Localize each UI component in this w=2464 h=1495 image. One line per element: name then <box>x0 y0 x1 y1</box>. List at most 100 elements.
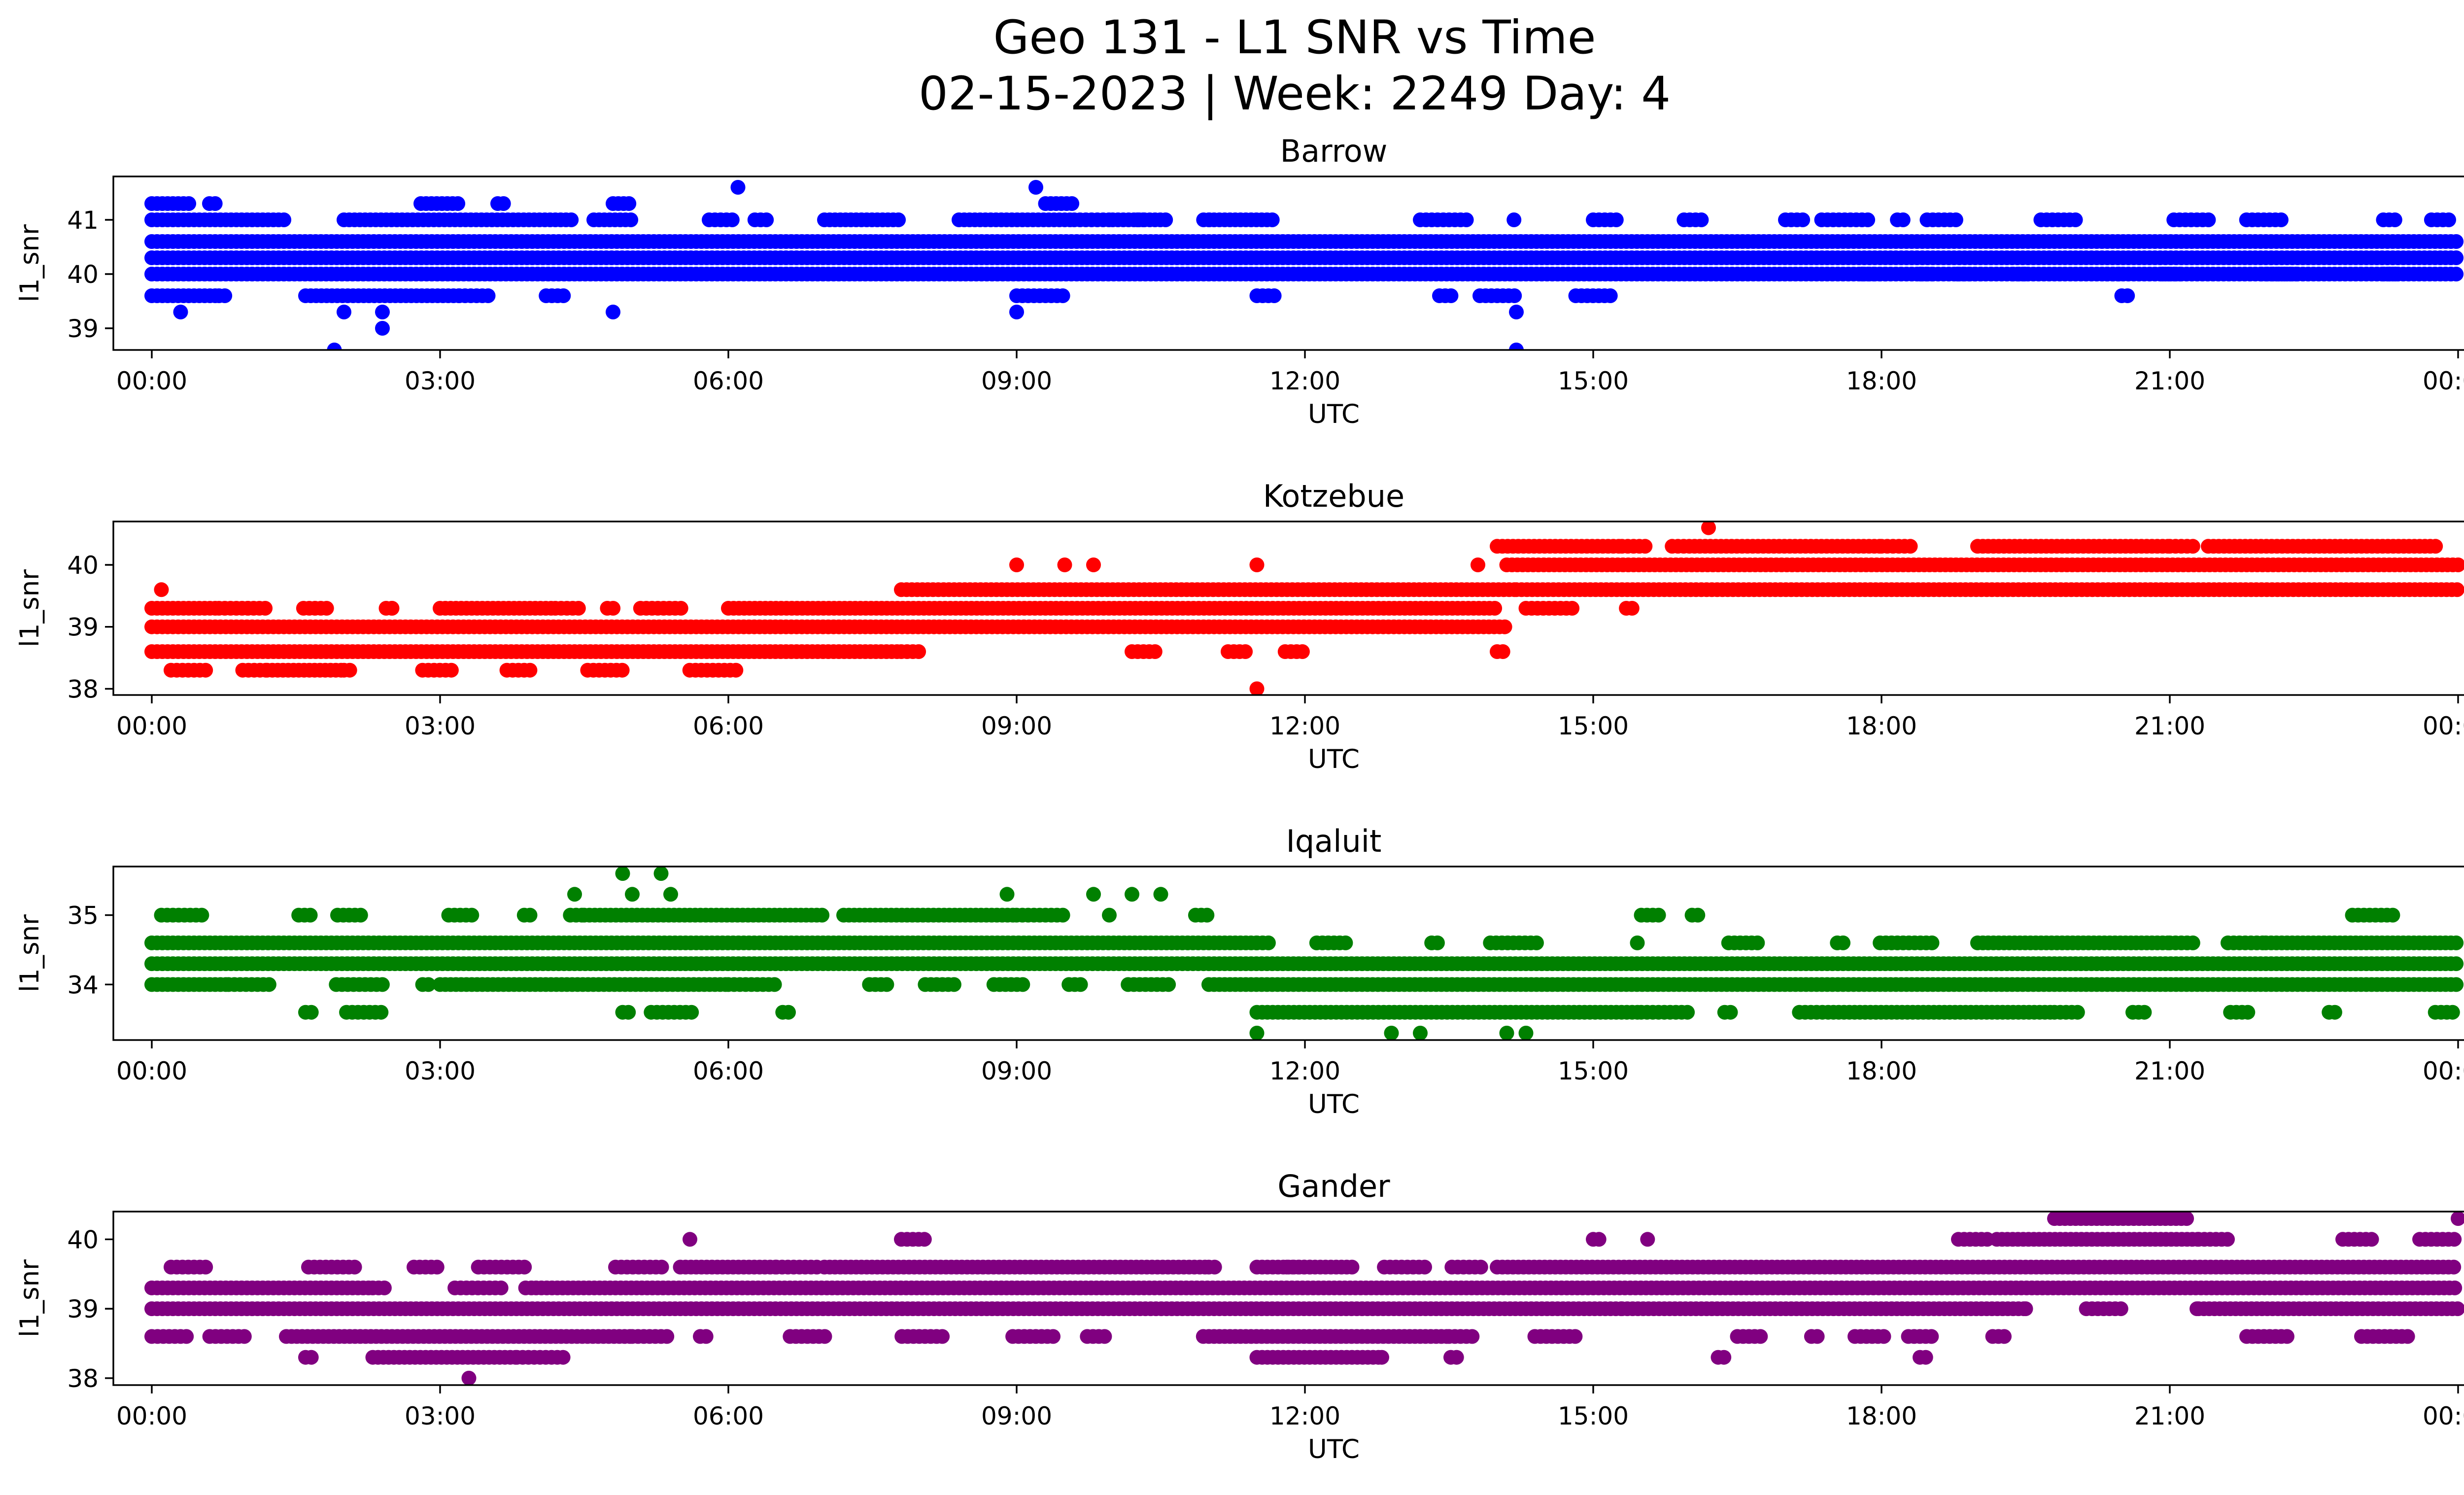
scatter-point <box>606 601 621 616</box>
scatter-point <box>1630 935 1645 950</box>
scatter-point <box>2327 1005 2342 1020</box>
scatter-point <box>1430 935 1445 950</box>
scatter-point <box>1690 907 1706 923</box>
scatter-point <box>571 601 586 616</box>
scatter-point <box>1238 644 1253 659</box>
scatter-point <box>375 977 390 992</box>
scatter-point <box>2172 267 2188 281</box>
scatter-point <box>1249 557 1265 572</box>
scatter-point <box>1028 180 1043 195</box>
scatter-point <box>911 644 926 659</box>
scatter-point <box>1860 212 1876 227</box>
x-tick-label: 21:00 <box>2134 367 2205 395</box>
scatter-point <box>1507 288 1522 303</box>
x-tick-label: 06:00 <box>693 367 764 395</box>
scatter-point <box>2449 935 2464 950</box>
scatter-point <box>1459 212 1474 227</box>
scatter-point <box>2068 212 2083 227</box>
scatter-point <box>2451 557 2464 572</box>
scatter-point <box>1295 644 1310 659</box>
scatter-point <box>1147 644 1163 659</box>
scatter-point <box>1903 539 1918 554</box>
subplot-title-kotzebue: Kotzebue <box>1263 478 1404 514</box>
figure-title-line-1: Geo 131 - L1 SNR vs Time <box>993 11 1596 65</box>
scatter-point <box>1101 212 1117 227</box>
scatter-point <box>2428 539 2443 554</box>
scatter-point <box>1487 601 1503 616</box>
scatter-point <box>1694 212 1709 227</box>
scatter-point <box>2070 1005 2085 1020</box>
scatter-point <box>574 907 589 923</box>
scatter-point <box>1073 977 1088 992</box>
scatter-point <box>1261 935 1276 950</box>
scatter-point <box>946 977 961 992</box>
x-tick-label: 03:00 <box>405 712 476 740</box>
x-tick-label: 03:00 <box>405 1057 476 1085</box>
scatter-points-barrow <box>144 180 2464 350</box>
scatter-point <box>1895 212 1911 227</box>
scatter-point <box>1924 267 1940 281</box>
x-tick-label: 00:00 <box>2423 712 2464 740</box>
scatter-point <box>556 288 571 303</box>
scatter-point <box>999 887 1015 902</box>
scatter-point <box>1102 907 1117 923</box>
subplot-title-gander: Gander <box>1277 1168 1390 1204</box>
subplot-title-iqaluit: Iqaluit <box>1286 823 1382 859</box>
scatter-point <box>450 196 466 211</box>
scatter-point <box>375 305 390 319</box>
scatter-point <box>2255 935 2270 950</box>
scatter-point <box>496 196 511 211</box>
x-tick-label: 06:00 <box>693 1057 764 1085</box>
y-tick-label: 35 <box>67 902 99 930</box>
scatter-point <box>663 887 678 902</box>
x-tick-label: 09:00 <box>981 367 1052 395</box>
scatter-point <box>2449 250 2464 265</box>
x-axis-label-iqaluit: UTC <box>1308 1089 1360 1119</box>
scatter-point <box>615 662 630 678</box>
scatter-point <box>1009 557 1024 572</box>
scatter-point <box>2137 1005 2152 1020</box>
scatter-point <box>606 305 620 319</box>
scatter-point <box>567 887 582 902</box>
scatter-point <box>319 601 334 616</box>
scatter-point <box>781 1005 796 1020</box>
scatter-point <box>1676 539 1691 554</box>
scatter-point <box>1413 1025 1428 1040</box>
scatter-point <box>2120 288 2135 303</box>
scatter-point <box>2018 1301 2033 1317</box>
y-tick-label: 41 <box>67 206 99 235</box>
scatter-point <box>1125 887 1139 902</box>
scatter-point <box>464 907 479 923</box>
x-tick-label: 15:00 <box>1558 367 1629 395</box>
x-tick-label: 00:00 <box>116 367 187 395</box>
y-tick-label: 38 <box>67 675 99 703</box>
scatter-point <box>342 662 357 678</box>
x-tick-label: 12:00 <box>1269 1057 1340 1085</box>
scatter-point <box>1836 935 1850 950</box>
scatter-point <box>2201 212 2216 227</box>
scatter-point <box>684 1005 699 1020</box>
scatter-point <box>384 601 400 616</box>
scatter-point <box>1820 1005 1836 1020</box>
x-axis-label-kotzebue: UTC <box>1308 744 1360 774</box>
scatter-point <box>1518 1025 1534 1040</box>
scatter-point <box>2450 1301 2464 1317</box>
x-tick-label: 09:00 <box>981 1057 1052 1085</box>
scatter-point <box>615 867 630 881</box>
scatter-point <box>625 887 640 902</box>
x-tick-label: 00:00 <box>116 712 187 740</box>
scatter-point <box>522 907 538 923</box>
x-tick-label: 00:00 <box>116 1057 187 1085</box>
x-tick-label: 21:00 <box>2134 1057 2205 1085</box>
scatter-point <box>1948 212 1963 227</box>
scatter-point <box>2449 234 2464 249</box>
scatter-point <box>1443 288 1459 303</box>
scatter-point <box>1651 907 1666 923</box>
scatter-point <box>374 1005 389 1020</box>
scatter-point <box>1266 288 1282 303</box>
scatter-point <box>621 196 637 211</box>
